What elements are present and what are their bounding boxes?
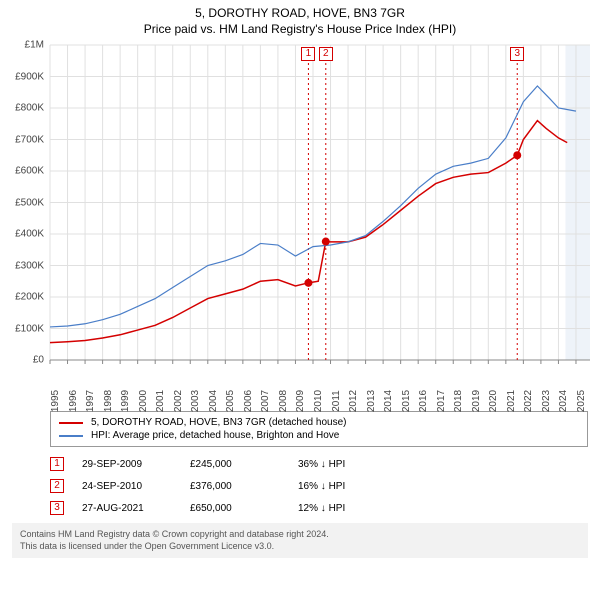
- event-price: £650,000: [190, 503, 280, 514]
- x-tick-label: 1995: [50, 390, 61, 412]
- legend-swatch: [59, 435, 83, 437]
- chart-title: 5, DOROTHY ROAD, HOVE, BN3 7GR: [0, 0, 600, 20]
- y-axis-labels: £0 £100K £200K £300K £400K £500K £600K £700K £80…: [0, 40, 50, 405]
- y-tick-label: £1M: [25, 40, 44, 51]
- x-tick-label: 1998: [103, 390, 114, 412]
- x-tick-label: 2001: [155, 390, 166, 412]
- x-tick-label: 1996: [68, 390, 79, 412]
- event-diff: 12% ↓ HPI: [298, 503, 345, 514]
- legend: 5, DOROTHY ROAD, HOVE, BN3 7GR (detached…: [50, 411, 588, 447]
- x-tick-label: 2019: [471, 390, 482, 412]
- chart-marker-badge: 2: [319, 47, 333, 61]
- x-tick-label: 2020: [488, 390, 499, 412]
- x-tick-label: 2011: [331, 390, 342, 412]
- legend-item: 5, DOROTHY ROAD, HOVE, BN3 7GR (detached…: [59, 416, 579, 429]
- x-tick-label: 2016: [418, 390, 429, 412]
- chart-subtitle: Price paid vs. HM Land Registry's House …: [0, 20, 600, 40]
- x-tick-label: 2013: [366, 390, 377, 412]
- event-diff: 36% ↓ HPI: [298, 459, 345, 470]
- legend-swatch: [59, 422, 83, 424]
- x-tick-label: 2017: [436, 390, 447, 412]
- event-price: £245,000: [190, 459, 280, 470]
- x-tick-label: 2005: [225, 390, 236, 412]
- y-tick-label: £400K: [15, 229, 44, 240]
- x-axis-labels: 1995199619971998199920002001200220032004…: [0, 365, 600, 405]
- y-tick-label: £0: [33, 355, 44, 366]
- x-tick-label: 2010: [313, 390, 324, 412]
- x-tick-label: 2007: [260, 390, 271, 412]
- event-price: £376,000: [190, 481, 280, 492]
- y-tick-label: £200K: [15, 292, 44, 303]
- footer-attribution: Contains HM Land Registry data © Crown c…: [12, 523, 588, 558]
- x-tick-label: 2003: [190, 390, 201, 412]
- event-row: 3 27-AUG-2021 £650,000 12% ↓ HPI: [50, 497, 588, 519]
- x-tick-label: 2023: [541, 390, 552, 412]
- footer-line: This data is licensed under the Open Gov…: [20, 541, 580, 553]
- legend-item: HPI: Average price, detached house, Brig…: [59, 429, 579, 442]
- x-tick-label: 2002: [173, 390, 184, 412]
- x-tick-label: 2008: [278, 390, 289, 412]
- event-badge: 1: [50, 457, 64, 471]
- legend-label: HPI: Average price, detached house, Brig…: [91, 430, 339, 441]
- y-tick-label: £900K: [15, 71, 44, 82]
- y-tick-label: £300K: [15, 260, 44, 271]
- event-date: 27-AUG-2021: [82, 503, 172, 514]
- y-tick-label: £700K: [15, 134, 44, 145]
- x-tick-label: 2018: [453, 390, 464, 412]
- x-tick-label: 2022: [523, 390, 534, 412]
- event-date: 24-SEP-2010: [82, 481, 172, 492]
- event-diff: 16% ↓ HPI: [298, 481, 345, 492]
- y-tick-label: £500K: [15, 197, 44, 208]
- x-tick-label: 2025: [576, 390, 587, 412]
- y-tick-label: £100K: [15, 323, 44, 334]
- x-tick-label: 2004: [208, 390, 219, 412]
- chart-area: £0 £100K £200K £300K £400K £500K £600K £700K £80…: [0, 40, 600, 405]
- x-tick-label: 1997: [85, 390, 96, 412]
- x-tick-label: 2024: [558, 390, 569, 412]
- legend-label: 5, DOROTHY ROAD, HOVE, BN3 7GR (detached…: [91, 417, 346, 428]
- x-tick-label: 1999: [120, 390, 131, 412]
- x-tick-label: 2014: [383, 390, 394, 412]
- event-date: 29-SEP-2009: [82, 459, 172, 470]
- y-tick-label: £600K: [15, 166, 44, 177]
- chart-marker-badge: 1: [301, 47, 315, 61]
- y-tick-label: £800K: [15, 103, 44, 114]
- event-row: 2 24-SEP-2010 £376,000 16% ↓ HPI: [50, 475, 588, 497]
- x-tick-label: 2021: [506, 390, 517, 412]
- event-badge: 2: [50, 479, 64, 493]
- x-tick-label: 2006: [243, 390, 254, 412]
- event-row: 1 29-SEP-2009 £245,000 36% ↓ HPI: [50, 453, 588, 475]
- x-tick-label: 2012: [348, 390, 359, 412]
- x-tick-label: 2015: [401, 390, 412, 412]
- footer-line: Contains HM Land Registry data © Crown c…: [20, 529, 580, 541]
- events-table: 1 29-SEP-2009 £245,000 36% ↓ HPI 2 24-SE…: [50, 453, 588, 519]
- event-badge: 3: [50, 501, 64, 515]
- x-tick-label: 2009: [295, 390, 306, 412]
- chart-svg: [0, 40, 600, 405]
- chart-container: 5, DOROTHY ROAD, HOVE, BN3 7GR Price pai…: [0, 0, 600, 590]
- x-tick-label: 2000: [138, 390, 149, 412]
- chart-marker-badge: 3: [510, 47, 524, 61]
